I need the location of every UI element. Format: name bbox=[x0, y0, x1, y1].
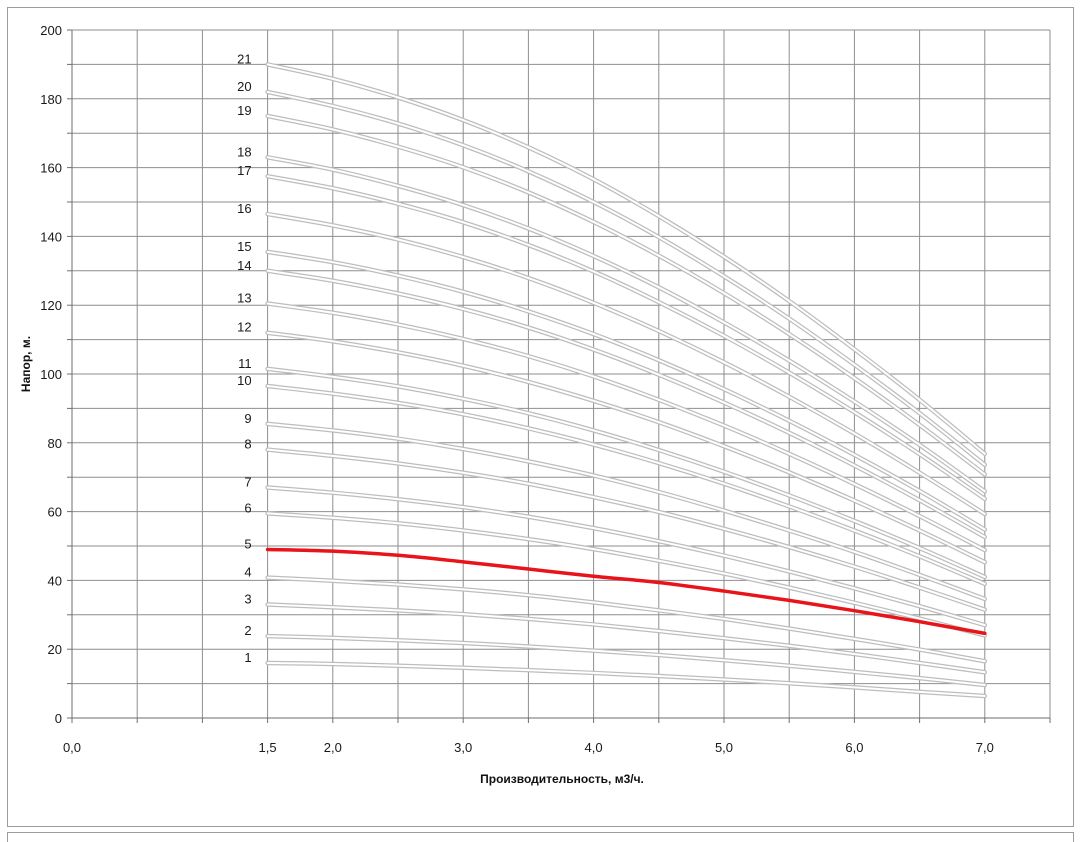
series-label-20: 20 bbox=[237, 79, 251, 94]
series-label-2: 2 bbox=[244, 623, 251, 638]
series-line-14 bbox=[266, 269, 986, 539]
series-line-2 bbox=[266, 635, 986, 686]
series-label-17: 17 bbox=[237, 163, 251, 178]
y-tick-label: 20 bbox=[48, 642, 62, 657]
series-line-19 bbox=[266, 115, 986, 476]
series-line-16 bbox=[266, 213, 986, 516]
series-outline-1 bbox=[265, 660, 988, 699]
y-tick-label: 80 bbox=[48, 436, 62, 451]
series-label-15: 15 bbox=[237, 239, 251, 254]
y-tick-label: 160 bbox=[40, 161, 62, 176]
series-outline-19 bbox=[265, 113, 988, 477]
y-tick-label: 0 bbox=[55, 711, 62, 726]
series-label-12: 12 bbox=[237, 320, 251, 335]
series-line-10 bbox=[266, 385, 986, 585]
series-outline-17 bbox=[265, 173, 988, 502]
series-line-11 bbox=[266, 367, 986, 578]
series-line-5 bbox=[265, 547, 987, 636]
series-label-19: 19 bbox=[237, 103, 251, 118]
y-tick-label: 60 bbox=[48, 505, 62, 520]
curves bbox=[265, 62, 988, 699]
x-tick-label: 6,0 bbox=[845, 740, 863, 755]
series-line-20 bbox=[266, 90, 986, 466]
y-tick-label: 40 bbox=[48, 573, 62, 588]
series-label-1: 1 bbox=[244, 650, 251, 665]
series-label-14: 14 bbox=[237, 258, 251, 273]
series-line-18 bbox=[266, 156, 986, 493]
highlight-curve bbox=[265, 547, 987, 636]
series-label-18: 18 bbox=[237, 144, 251, 159]
series-line-1 bbox=[266, 661, 986, 697]
x-tick-label: 4,0 bbox=[585, 740, 603, 755]
series-label-5: 5 bbox=[244, 536, 251, 551]
series-line-21 bbox=[266, 63, 986, 455]
x-tick-label: 7,0 bbox=[976, 740, 994, 755]
lower-panel-edge bbox=[7, 832, 1074, 842]
series-label-13: 13 bbox=[237, 290, 251, 305]
series-label-16: 16 bbox=[237, 201, 251, 216]
series-line-17 bbox=[266, 175, 986, 500]
series-label-3: 3 bbox=[244, 591, 251, 606]
series-line-6 bbox=[266, 512, 986, 637]
series-line-13 bbox=[266, 302, 986, 552]
series-label-8: 8 bbox=[244, 437, 251, 452]
series-line-12 bbox=[266, 331, 986, 564]
series-label-10: 10 bbox=[237, 373, 251, 388]
y-tick-label: 120 bbox=[40, 298, 62, 313]
x-tick-label: 0,0 bbox=[63, 740, 81, 755]
series-label-11: 11 bbox=[238, 356, 252, 371]
axes bbox=[67, 29, 1051, 723]
series-line-15 bbox=[266, 250, 986, 531]
y-tick-label: 100 bbox=[40, 367, 62, 382]
series-line-7 bbox=[266, 486, 986, 627]
series-line-8 bbox=[266, 448, 986, 611]
series-line-3 bbox=[266, 603, 986, 674]
series-label-4: 4 bbox=[244, 565, 251, 580]
series-label-21: 21 bbox=[237, 51, 251, 66]
series-label-6: 6 bbox=[244, 500, 251, 515]
y-tick-label: 200 bbox=[40, 23, 62, 38]
x-tick-label: 2,0 bbox=[324, 740, 342, 755]
x-axis-title: Производительность, м3/ч. bbox=[480, 772, 644, 786]
x-tick-label: 5,0 bbox=[715, 740, 733, 755]
y-axis-title: Напор, м. bbox=[19, 336, 33, 392]
x-tick-label: 3,0 bbox=[454, 740, 472, 755]
x-tick-label: 1,5 bbox=[259, 740, 277, 755]
series-outline-15 bbox=[265, 249, 988, 532]
series-line-4 bbox=[266, 576, 986, 663]
series-label-7: 7 bbox=[244, 475, 251, 490]
series-label-9: 9 bbox=[244, 411, 251, 426]
y-tick-label: 140 bbox=[40, 229, 62, 244]
y-tick-label: 180 bbox=[40, 92, 62, 107]
series-line-9 bbox=[266, 422, 986, 600]
